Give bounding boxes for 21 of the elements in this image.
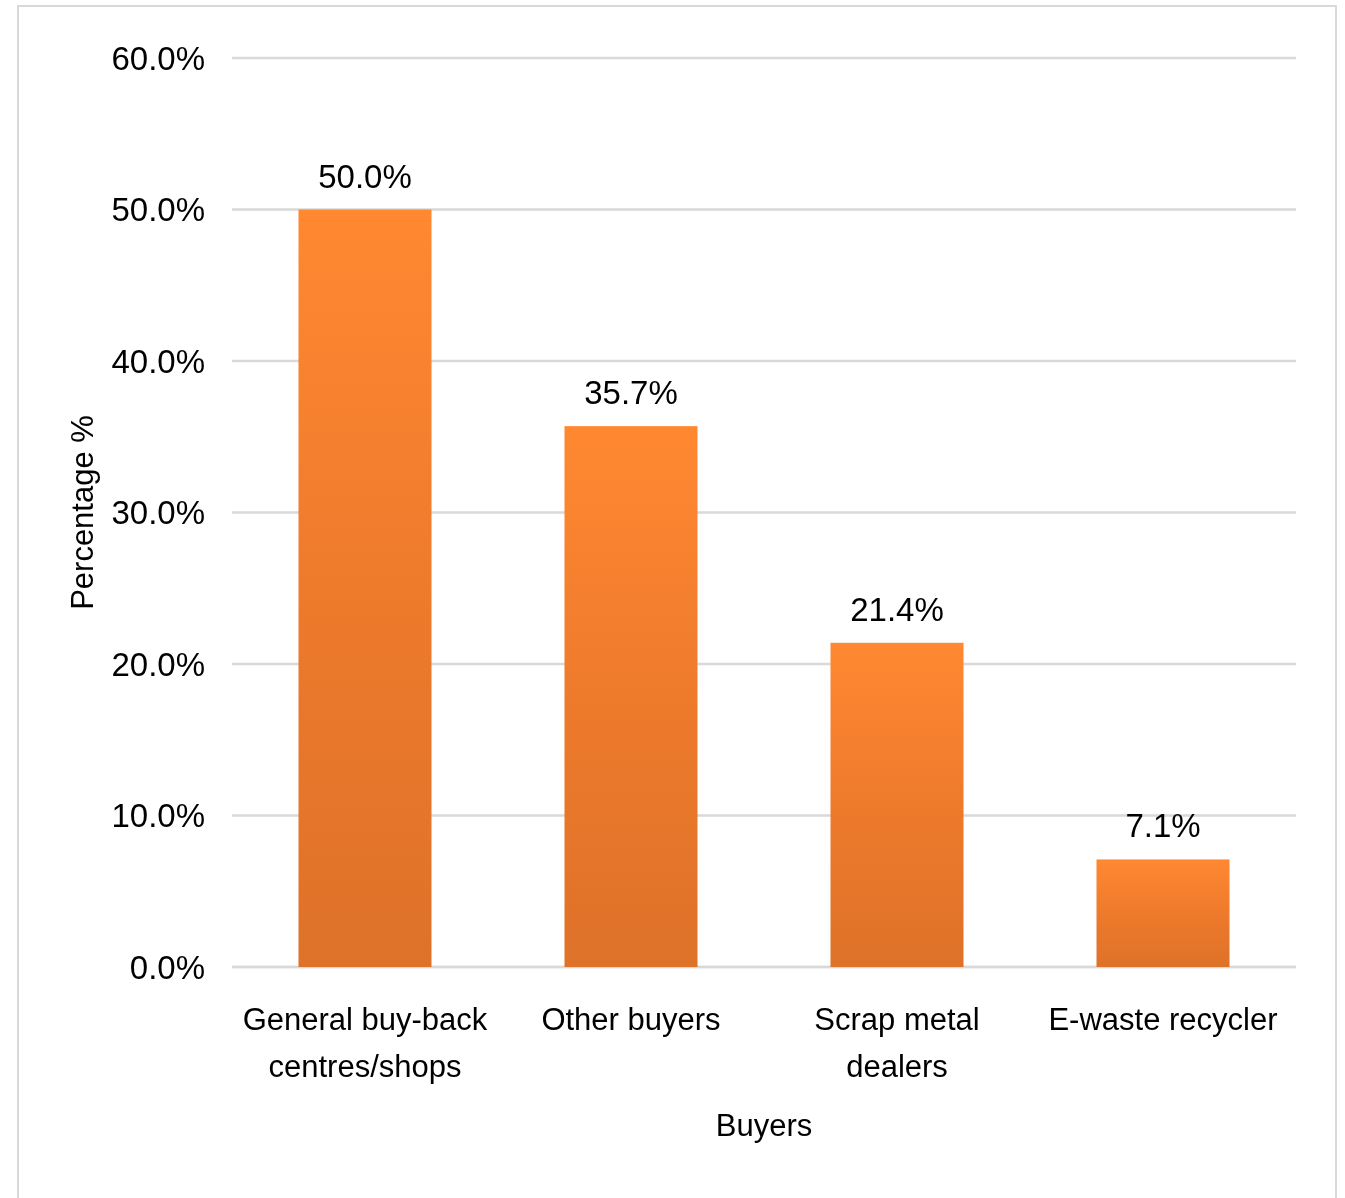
data-label: 35.7% xyxy=(584,374,678,412)
y-tick-label: 20.0% xyxy=(111,645,205,683)
y-tick-label: 50.0% xyxy=(111,191,205,229)
y-tick-label: 60.0% xyxy=(111,39,205,77)
bar xyxy=(298,209,432,967)
bar xyxy=(1096,859,1230,967)
x-axis-title: Buyers xyxy=(715,1108,813,1143)
bar xyxy=(564,426,698,967)
bar xyxy=(830,642,964,967)
y-tick-label: 10.0% xyxy=(111,797,205,835)
x-tick-label: Scrap metal dealers xyxy=(814,1002,980,1084)
x-tick-label: Other buyers xyxy=(541,1002,721,1037)
y-axis-title: Percentage % xyxy=(65,415,100,610)
x-tick-label: General buy-back centres/shops xyxy=(242,1002,488,1084)
y-tick-label: 0.0% xyxy=(129,948,205,986)
y-tick-label: 30.0% xyxy=(111,494,205,532)
data-label: 21.4% xyxy=(850,590,944,628)
data-label: 50.0% xyxy=(318,157,412,195)
data-label: 7.1% xyxy=(1125,807,1201,845)
y-tick-label: 40.0% xyxy=(111,342,205,380)
x-tick-label: E-waste recycler xyxy=(1048,1002,1278,1037)
